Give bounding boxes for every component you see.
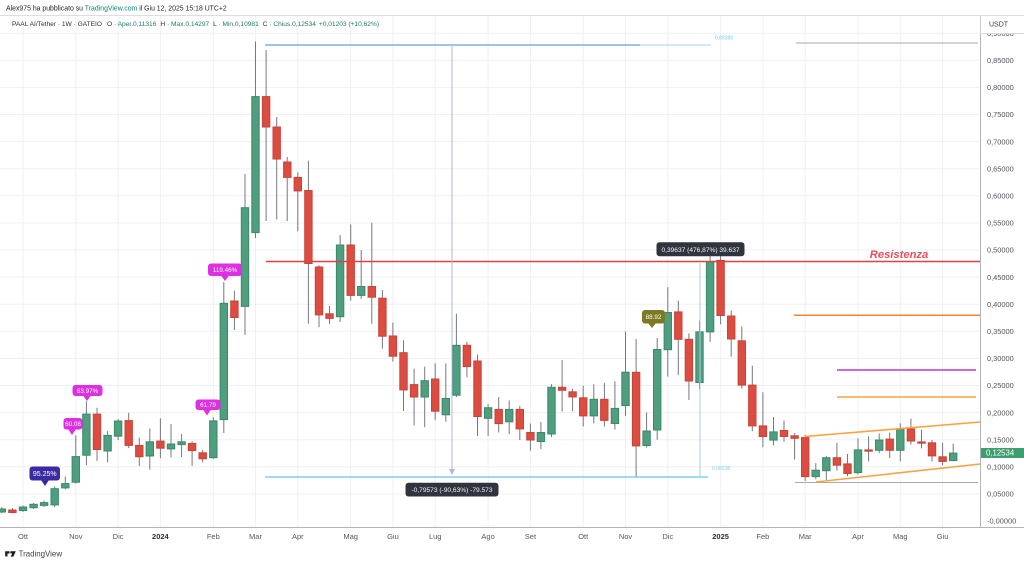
svg-text:Mag: Mag	[893, 532, 908, 541]
svg-text:0,20000: 0,20000	[987, 408, 1014, 417]
svg-text:Apr: Apr	[292, 532, 304, 541]
svg-text:0,45000: 0,45000	[987, 273, 1014, 282]
svg-text:0,08228: 0,08228	[712, 466, 730, 472]
svg-text:95.25%: 95.25%	[33, 471, 57, 478]
svg-text:Dic: Dic	[113, 532, 124, 541]
svg-text:Mar: Mar	[799, 532, 812, 541]
svg-text:Set: Set	[525, 532, 537, 541]
svg-text:0,85000: 0,85000	[987, 56, 1014, 65]
svg-text:Feb: Feb	[207, 532, 220, 541]
svg-text:Giu: Giu	[937, 532, 949, 541]
svg-text:0,12534: 0,12534	[986, 449, 1015, 458]
svg-text:60.08: 60.08	[65, 421, 81, 428]
svg-text:88.92: 88.92	[646, 314, 662, 321]
svg-text:0,39637 (476,87%) 39.637: 0,39637 (476,87%) 39.637	[661, 247, 739, 254]
svg-text:0,55000: 0,55000	[987, 219, 1014, 228]
svg-text:Ott: Ott	[578, 532, 589, 541]
svg-text:TradingView: TradingView	[19, 549, 63, 558]
svg-text:Mar: Mar	[249, 532, 262, 541]
svg-text:-0,00000: -0,00000	[987, 517, 1016, 526]
svg-text:0,80000: 0,80000	[987, 83, 1014, 92]
svg-text:Nov: Nov	[619, 532, 633, 541]
svg-text:0,88388: 0,88388	[715, 36, 733, 42]
svg-text:Alex975 ha pubblicato su Tradi: Alex975 ha pubblicato su TradingView.com…	[6, 6, 227, 13]
svg-text:0,50000: 0,50000	[987, 246, 1014, 255]
svg-text:Ott: Ott	[18, 532, 29, 541]
svg-text:0,30000: 0,30000	[987, 354, 1014, 363]
svg-text:Lug: Lug	[429, 532, 442, 541]
svg-text:Apr: Apr	[852, 532, 864, 541]
svg-text:Dic: Dic	[662, 532, 673, 541]
svg-text:USDT: USDT	[989, 22, 1009, 29]
svg-text:Nov: Nov	[69, 532, 83, 541]
svg-text:0,25000: 0,25000	[987, 381, 1014, 390]
svg-text:Giu: Giu	[387, 532, 399, 541]
svg-text:0,35000: 0,35000	[987, 327, 1014, 336]
svg-text:Resistenza: Resistenza	[870, 249, 928, 261]
svg-text:63.97%: 63.97%	[77, 388, 99, 395]
svg-text:0,05000: 0,05000	[987, 490, 1014, 499]
svg-text:0,15000: 0,15000	[987, 435, 1014, 444]
svg-text:2024: 2024	[152, 532, 170, 541]
svg-text:0,40000: 0,40000	[987, 300, 1014, 309]
svg-text:0,70000: 0,70000	[987, 137, 1014, 146]
svg-text:0,10000: 0,10000	[987, 463, 1014, 472]
svg-text:0,60000: 0,60000	[987, 192, 1014, 201]
svg-text:2025: 2025	[712, 532, 729, 541]
svg-text:Feb: Feb	[756, 532, 769, 541]
svg-text:0,65000: 0,65000	[987, 164, 1014, 173]
svg-text:Mag: Mag	[343, 532, 358, 541]
svg-text:Ago: Ago	[481, 532, 494, 541]
svg-text:0,75000: 0,75000	[987, 110, 1014, 119]
svg-text:119.46%: 119.46%	[213, 267, 238, 274]
svg-text:-0,79573 (-90,63%) -79.573: -0,79573 (-90,63%) -79.573	[411, 487, 492, 494]
svg-text:61.79: 61.79	[200, 402, 216, 409]
